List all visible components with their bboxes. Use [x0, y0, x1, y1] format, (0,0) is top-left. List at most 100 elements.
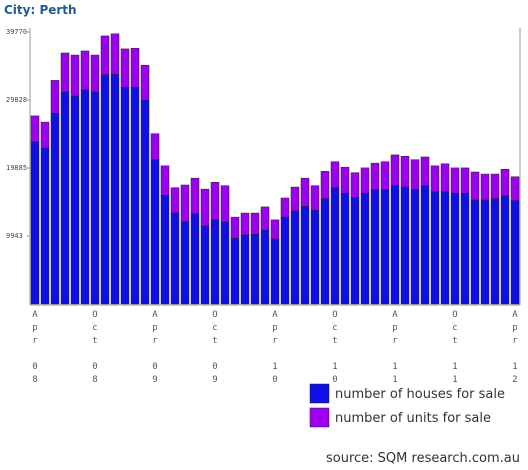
bar — [490, 173, 500, 199]
bar — [440, 163, 450, 193]
bar — [260, 229, 270, 305]
bar — [350, 197, 360, 305]
bar — [320, 198, 330, 305]
bar — [110, 33, 120, 75]
bar — [340, 166, 350, 194]
bar — [150, 159, 160, 305]
bar — [470, 171, 480, 201]
bar — [30, 115, 40, 143]
y-tick-label: 29828 — [6, 96, 27, 104]
bar — [280, 216, 290, 305]
chart-title: City: Perth — [4, 3, 77, 17]
bar — [430, 191, 440, 305]
bar — [160, 195, 170, 305]
bar — [150, 133, 160, 160]
bar — [320, 171, 330, 199]
x-tick-label: Apr 08 — [30, 310, 40, 388]
bar — [120, 86, 130, 305]
bar — [300, 177, 310, 207]
bar — [480, 173, 490, 201]
bar — [360, 192, 370, 305]
bar — [400, 186, 410, 305]
bar — [40, 121, 50, 149]
bar — [200, 188, 210, 227]
bar — [450, 192, 460, 305]
bar — [500, 169, 510, 197]
bar — [340, 192, 350, 305]
y-tick-label: 19885 — [6, 164, 27, 172]
bar — [140, 65, 150, 101]
bar — [200, 225, 210, 305]
x-tick-label: Oct 11 — [450, 310, 460, 388]
bar — [350, 172, 360, 198]
bar — [140, 99, 150, 305]
bar — [370, 189, 380, 305]
legend-swatch — [309, 407, 330, 428]
bar — [440, 191, 450, 305]
bar — [390, 185, 400, 305]
bar — [400, 156, 410, 188]
bar — [410, 189, 420, 305]
bar — [70, 95, 80, 305]
bar — [60, 91, 70, 305]
bar — [310, 210, 320, 305]
source: source: SQM research.com.au — [326, 451, 520, 466]
bar — [160, 165, 170, 196]
bar — [450, 167, 460, 194]
bar — [270, 238, 280, 305]
bar — [130, 86, 140, 305]
legend-swatch — [309, 383, 330, 404]
bar — [250, 233, 260, 305]
legend-label: number of units for sale — [335, 411, 491, 426]
bar — [330, 187, 340, 305]
x-tick-label: Oct 09 — [210, 310, 220, 388]
bar — [180, 184, 190, 223]
bar — [510, 200, 520, 305]
bar — [490, 198, 500, 305]
bar — [80, 50, 90, 91]
bar — [50, 80, 60, 114]
bar — [110, 73, 120, 305]
bar — [390, 154, 400, 186]
bar — [250, 212, 260, 235]
bar — [330, 161, 340, 188]
bar — [260, 206, 270, 231]
bar — [280, 197, 290, 218]
bar — [210, 219, 220, 305]
x-tick-label: Apr 09 — [150, 310, 160, 388]
bar — [230, 238, 240, 305]
bar — [510, 176, 520, 201]
bar — [100, 35, 110, 76]
y-tick-label: 9943 — [6, 232, 23, 240]
bar — [220, 185, 230, 223]
bar — [300, 205, 310, 305]
bar — [420, 185, 430, 305]
bar — [380, 189, 390, 305]
x-tick-label: Apr 12 — [510, 310, 520, 388]
bar — [130, 47, 140, 88]
bar — [370, 162, 380, 191]
x-tick-label: Apr 11 — [390, 310, 400, 388]
bar — [60, 52, 70, 93]
bar — [290, 210, 300, 305]
bar — [190, 177, 200, 214]
bar — [30, 141, 40, 305]
bar — [210, 182, 220, 221]
bar — [420, 156, 430, 186]
bar — [90, 91, 100, 305]
bar — [470, 199, 480, 305]
bar — [380, 161, 390, 191]
bar — [120, 48, 130, 88]
bar — [360, 167, 370, 194]
bar — [100, 74, 110, 305]
bar — [310, 185, 320, 211]
bar — [480, 199, 490, 305]
bar — [80, 89, 90, 305]
bar — [180, 221, 190, 305]
bar — [460, 192, 470, 305]
bar — [190, 213, 200, 305]
bar — [40, 147, 50, 305]
bar — [290, 186, 300, 212]
bar — [240, 212, 250, 236]
bar — [240, 234, 250, 305]
